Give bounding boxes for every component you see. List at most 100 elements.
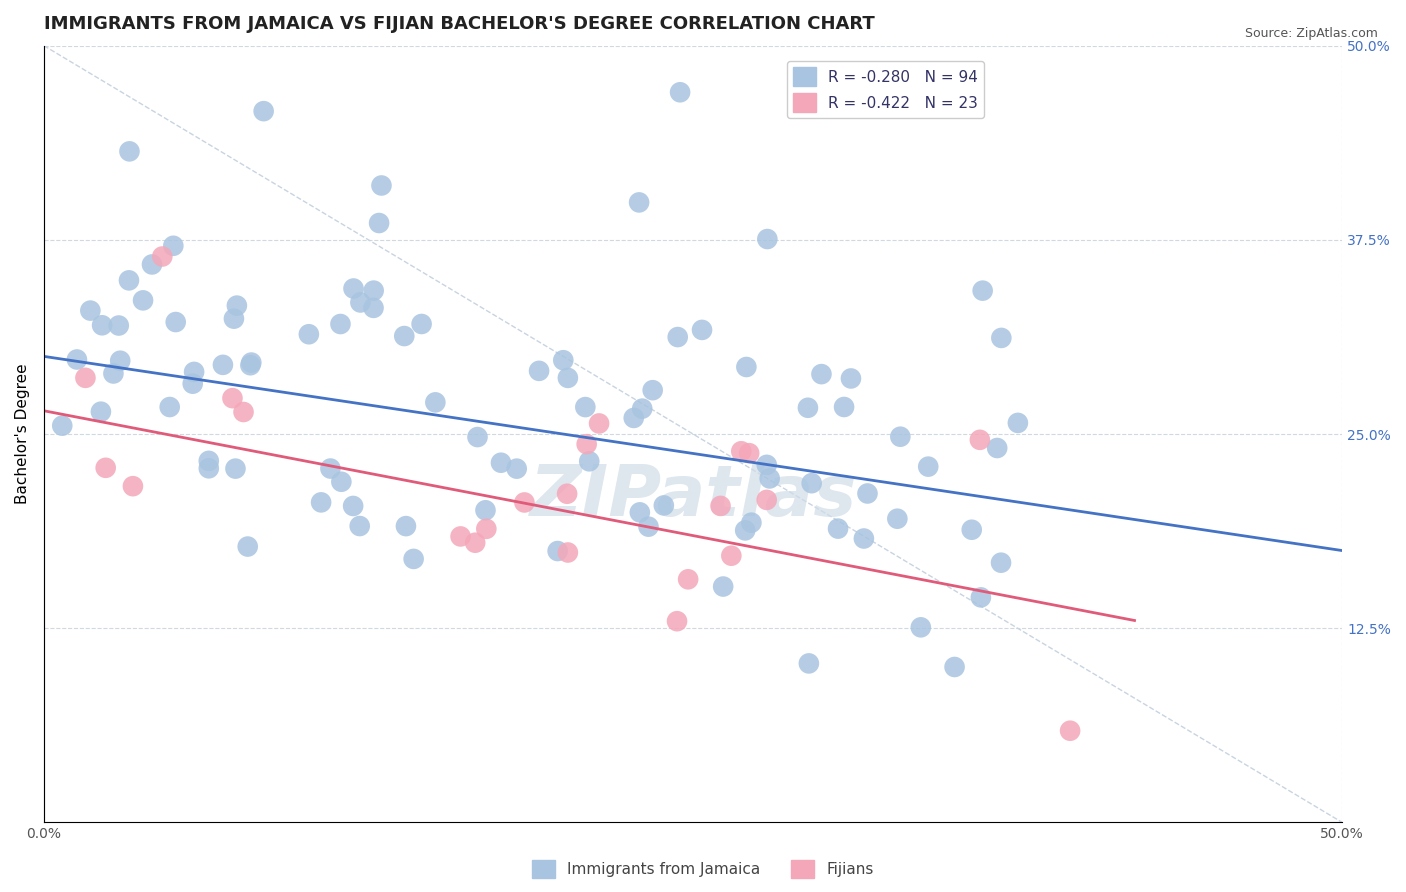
Point <box>810 367 832 381</box>
Point <box>94 460 117 475</box>
Point <box>676 572 699 586</box>
Point <box>970 591 993 605</box>
Point <box>631 401 654 416</box>
Point <box>740 516 762 530</box>
Point <box>738 446 761 460</box>
Point <box>669 85 692 99</box>
Point <box>666 614 689 628</box>
Point <box>349 519 371 533</box>
Point <box>489 456 512 470</box>
Point <box>735 359 758 374</box>
Point <box>990 331 1012 345</box>
Point <box>755 458 778 472</box>
Point <box>756 232 779 246</box>
Point <box>298 327 321 342</box>
Point <box>122 479 145 493</box>
Point <box>910 620 932 634</box>
Point <box>75 371 97 385</box>
Point <box>91 318 114 333</box>
Point <box>475 522 498 536</box>
Point <box>395 519 418 533</box>
Point <box>547 544 569 558</box>
Point <box>319 461 342 475</box>
Point <box>107 318 129 333</box>
Point <box>641 383 664 397</box>
Point <box>917 459 939 474</box>
Point <box>212 358 235 372</box>
Point <box>198 461 221 475</box>
Point <box>329 317 352 331</box>
Point <box>990 556 1012 570</box>
Point <box>832 400 855 414</box>
Point <box>758 471 780 485</box>
Point <box>240 355 263 369</box>
Point <box>342 281 364 295</box>
Point <box>513 495 536 509</box>
Point <box>856 486 879 500</box>
Point <box>162 239 184 253</box>
Y-axis label: Bachelor's Degree: Bachelor's Degree <box>15 364 30 504</box>
Point <box>402 552 425 566</box>
Point <box>464 535 486 549</box>
Point <box>66 352 89 367</box>
Point <box>557 371 579 385</box>
Point <box>197 454 219 468</box>
Point <box>474 503 496 517</box>
Point <box>1059 723 1081 738</box>
Point <box>239 358 262 372</box>
Point <box>132 293 155 308</box>
Point <box>797 657 820 671</box>
Point <box>711 580 734 594</box>
Point <box>330 475 353 489</box>
Point <box>852 532 875 546</box>
Point <box>370 178 392 193</box>
Text: ZIPatlas: ZIPatlas <box>530 462 856 531</box>
Point <box>110 353 132 368</box>
Point <box>183 365 205 379</box>
Point <box>165 315 187 329</box>
Point <box>623 411 645 425</box>
Point <box>557 545 579 559</box>
Legend: Immigrants from Jamaica, Fijians: Immigrants from Jamaica, Fijians <box>526 854 880 884</box>
Point <box>150 250 173 264</box>
Point <box>506 461 529 475</box>
Point <box>342 499 364 513</box>
Point <box>159 400 181 414</box>
Point <box>90 405 112 419</box>
Point <box>236 540 259 554</box>
Point <box>553 353 575 368</box>
Point <box>755 492 778 507</box>
Point <box>588 417 610 431</box>
Point <box>141 257 163 271</box>
Text: Source: ZipAtlas.com: Source: ZipAtlas.com <box>1244 27 1378 40</box>
Point <box>931 80 953 95</box>
Point <box>368 216 391 230</box>
Point <box>363 301 385 315</box>
Point <box>349 295 371 310</box>
Point <box>224 461 246 475</box>
Point <box>690 323 713 337</box>
Point <box>839 371 862 385</box>
Point <box>578 454 600 468</box>
Point <box>797 401 820 415</box>
Point <box>827 522 849 536</box>
Point <box>972 284 994 298</box>
Point <box>411 317 433 331</box>
Point <box>637 519 659 533</box>
Point <box>889 430 911 444</box>
Point <box>118 273 141 287</box>
Point <box>709 499 731 513</box>
Point <box>720 549 742 563</box>
Point <box>309 495 332 509</box>
Point <box>960 523 983 537</box>
Point <box>425 395 447 409</box>
Point <box>666 330 689 344</box>
Point <box>628 505 651 519</box>
Point <box>574 400 596 414</box>
Point <box>527 364 550 378</box>
Point <box>886 512 908 526</box>
Point <box>394 329 416 343</box>
Point <box>1007 416 1029 430</box>
Point <box>467 430 489 444</box>
Point <box>181 376 204 391</box>
